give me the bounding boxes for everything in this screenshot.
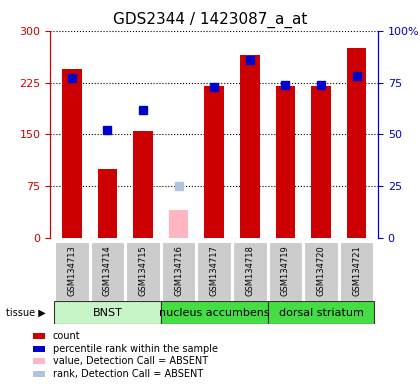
Text: percentile rank within the sample: percentile rank within the sample	[52, 344, 218, 354]
Bar	[33, 346, 45, 352]
Text: BNST: BNST	[92, 308, 122, 318]
Bar	[91, 242, 124, 301]
Bar	[54, 301, 161, 324]
Text: dorsal striatum: dorsal striatum	[278, 308, 363, 318]
Bar	[240, 55, 260, 238]
Bar	[169, 210, 189, 238]
Bar	[97, 169, 117, 238]
Bar	[311, 86, 331, 238]
Text: GSM134717: GSM134717	[210, 245, 219, 296]
Bar	[268, 301, 375, 324]
Text: GSM134716: GSM134716	[174, 245, 183, 296]
Bar	[340, 242, 373, 301]
Text: value, Detection Call = ABSENT: value, Detection Call = ABSENT	[52, 356, 208, 366]
Text: count: count	[52, 331, 80, 341]
Bar	[55, 242, 89, 301]
Bar	[161, 301, 268, 324]
Bar	[304, 242, 338, 301]
Bar	[33, 371, 45, 377]
Bar	[33, 333, 45, 339]
Bar	[205, 86, 224, 238]
Bar	[269, 242, 302, 301]
Text: GSM134713: GSM134713	[67, 245, 76, 296]
Bar	[33, 358, 45, 364]
Bar	[62, 69, 81, 238]
Bar	[197, 242, 231, 301]
Bar	[233, 242, 267, 301]
Text: GSM134718: GSM134718	[245, 245, 254, 296]
Bar	[126, 242, 160, 301]
Text: tissue ▶: tissue ▶	[6, 308, 46, 318]
Bar	[133, 131, 153, 238]
Text: nucleus accumbens: nucleus accumbens	[159, 308, 270, 318]
Text: GSM134721: GSM134721	[352, 245, 361, 296]
Text: GSM134715: GSM134715	[139, 245, 147, 296]
Bar	[276, 86, 295, 238]
Text: GSM134714: GSM134714	[103, 245, 112, 296]
Text: GDS2344 / 1423087_a_at: GDS2344 / 1423087_a_at	[113, 12, 307, 28]
Bar	[162, 242, 195, 301]
Text: GSM134719: GSM134719	[281, 245, 290, 296]
Bar	[347, 48, 366, 238]
Text: GSM134720: GSM134720	[317, 245, 326, 296]
Text: rank, Detection Call = ABSENT: rank, Detection Call = ABSENT	[52, 369, 203, 379]
